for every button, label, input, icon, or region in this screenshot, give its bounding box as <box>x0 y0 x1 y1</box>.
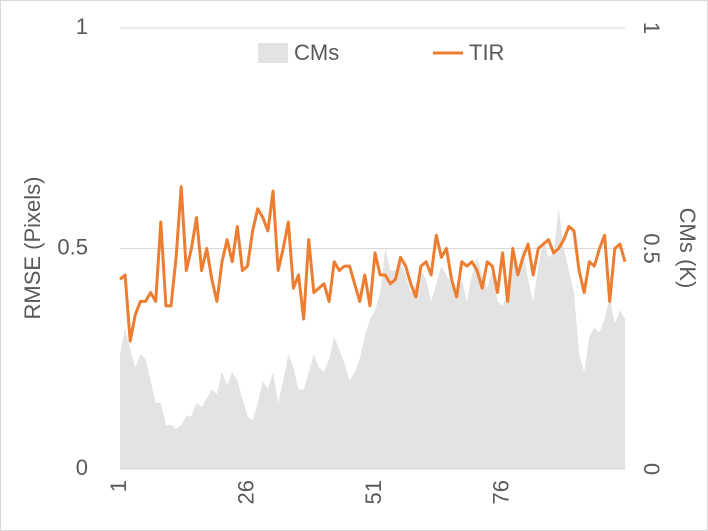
x-tick-label: 1 <box>106 480 131 492</box>
y-tick-label: 0 <box>76 455 88 480</box>
legend-label: CMs <box>294 40 339 65</box>
y-axis-title: RMSE (Pixels) <box>20 176 45 319</box>
legend-swatch <box>258 43 288 63</box>
x-tick-label: 76 <box>488 480 513 504</box>
x-tick-label: 51 <box>361 480 386 504</box>
legend-label: TIR <box>469 40 504 65</box>
y-tick-label: 0.5 <box>57 234 88 259</box>
y2-tick-label: 1 <box>639 22 664 34</box>
line <box>119 185 627 343</box>
y2-tick-label: 0 <box>639 463 664 475</box>
y2-tick-label: 0.5 <box>639 233 664 264</box>
y2-axis-title: CMs (K) <box>675 208 700 289</box>
x-tick-label: 26 <box>233 480 258 504</box>
area <box>120 208 625 469</box>
y-tick-label: 1 <box>76 14 88 39</box>
